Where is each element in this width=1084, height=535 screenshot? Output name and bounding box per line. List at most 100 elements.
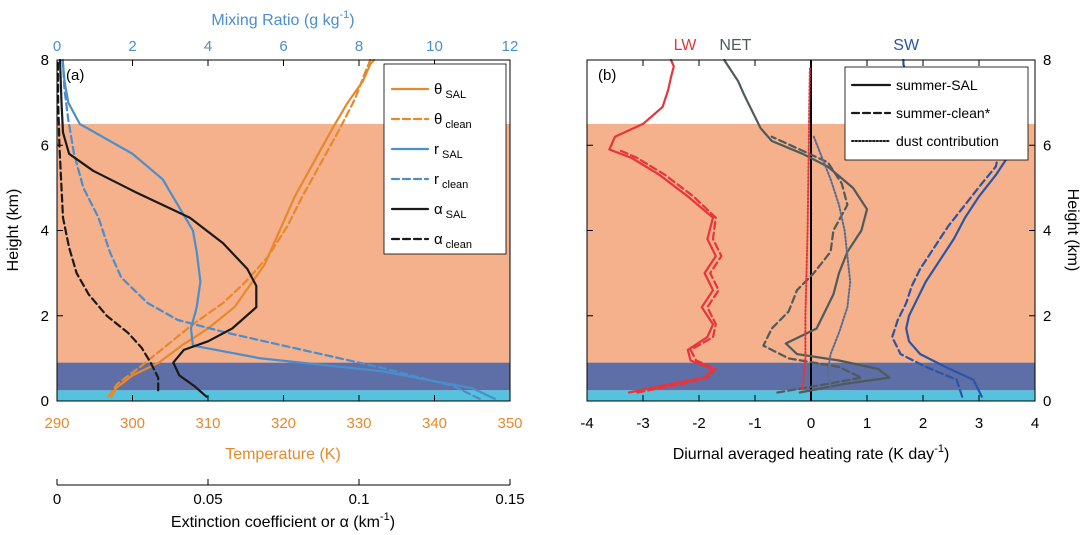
- legend-entry-solid: summer-SAL: [850, 77, 978, 93]
- y-tick-label: 2: [1043, 308, 1051, 325]
- temperature-tick-label: 300: [120, 415, 145, 432]
- panel-b-component-labels: LW NET SW: [674, 37, 920, 54]
- y-tick-label: 6: [41, 137, 49, 154]
- y-tick-label: 8: [41, 52, 49, 69]
- legend-entry-alpha_sal: α SAL: [390, 201, 467, 221]
- temperature-tick-label: 310: [195, 415, 220, 432]
- panel-b-y-ticks: 0 2 4 6 8: [587, 52, 1051, 410]
- panel-b: -4 -3 -2 -1 0 1 2 3 4 0 2 4 6 8 (b) Height (km) Diur…: [580, 37, 1081, 463]
- layer-band-marine: [57, 362, 510, 391]
- y-tick-label: 6: [1043, 137, 1051, 154]
- mixing-ratio-tick-label: 2: [128, 38, 136, 55]
- line-net_sal: [723, 58, 891, 394]
- legend-label: r clean: [434, 171, 468, 191]
- temperature-tick-label: 290: [44, 415, 69, 432]
- panel-b-legend: summer-SAL summer-clean* dust contribution: [844, 66, 1029, 161]
- mixing-ratio-tick-label: 6: [279, 38, 287, 55]
- x-tick-label: 1: [863, 415, 871, 432]
- legend-entry-theta_sal: θ SAL: [390, 81, 466, 101]
- line-dust_sw: [812, 135, 852, 390]
- y-tick-label: 4: [41, 223, 49, 240]
- line-sw_clean: [891, 139, 1000, 398]
- legend-symbol: α: [434, 201, 443, 218]
- mixing-ratio-tick-label: 12: [502, 38, 519, 55]
- line-r_sal: [61, 58, 496, 400]
- x-tick-label: -1: [748, 415, 761, 432]
- legend-label: summer-SAL: [896, 77, 978, 93]
- x-tick-label: 4: [1031, 415, 1039, 432]
- mixing-ratio-tick-label: 0: [53, 38, 61, 55]
- legend-symbol: θ: [434, 81, 442, 98]
- legend-subscript: SAL: [445, 89, 466, 101]
- y-tick-label: 0: [41, 393, 49, 410]
- line-dust_lw: [801, 67, 811, 390]
- legend-entry-r_sal: r SAL: [390, 141, 463, 161]
- mixing-ratio-tick-label: 10: [426, 38, 443, 55]
- panel-a-label: (a): [66, 67, 84, 84]
- legend-entry-dashed: summer-clean*: [850, 105, 991, 121]
- component-label-lw: LW: [674, 37, 698, 54]
- x-tick-label: 0: [807, 415, 815, 432]
- mixing-ratio-axis-ticks: 0 2 4 6 8 10 12: [53, 38, 519, 66]
- legend-label: α clean: [434, 231, 472, 251]
- temperature-tick-label: 320: [271, 415, 296, 432]
- panel-b-legend-items: summer-SAL summer-clean* dust contribution: [850, 77, 999, 149]
- legend-symbol: r: [434, 171, 439, 188]
- legend-subscript: clean: [446, 239, 472, 251]
- y-tick-label: 4: [1043, 223, 1051, 240]
- temperature-tick-label: 330: [346, 415, 371, 432]
- extinction-axis-ticks: 0 0.05 0.1 0.15: [53, 479, 525, 508]
- legend-subscript: SAL: [446, 209, 467, 221]
- line-alpha_sal: [58, 58, 258, 398]
- line-alpha_clean: [56, 58, 160, 392]
- legend-symbol: r: [434, 141, 439, 158]
- panel-b-label: (b): [598, 67, 616, 84]
- panel-a-ylabel: Height (km): [5, 189, 22, 272]
- temperature-tick-label: 340: [422, 415, 447, 432]
- legend-entry-dotted: dust contribution: [851, 133, 999, 149]
- extinction-tick-label: 0: [53, 491, 61, 508]
- y-tick-label: 8: [1043, 52, 1051, 69]
- panel-b-x-ticks: -4 -3 -2 -1 0 1 2 3 4: [580, 60, 1039, 432]
- panel-b-xlabel: Diurnal averaged heating rate (K day-1): [673, 443, 950, 463]
- line-lw_sal: [608, 58, 717, 394]
- legend-subscript: clean: [445, 119, 471, 131]
- line-theta_sal: [110, 58, 376, 398]
- x-tick-label: -3: [636, 415, 649, 432]
- mixing-ratio-tick-label: 4: [204, 38, 212, 55]
- extinction-tick-label: 0.15: [495, 491, 524, 508]
- extinction-tick-label: 0.05: [193, 491, 222, 508]
- mixing-ratio-axis-label: Mixing Ratio (g kg-1): [211, 9, 354, 29]
- legend-entry-r_clean: r clean: [390, 171, 468, 191]
- y-tick-label: 0: [1043, 393, 1051, 410]
- legend-label: summer-clean*: [896, 105, 991, 121]
- temperature-tick-label: 350: [497, 415, 522, 432]
- panel-a-legend-box: [383, 63, 507, 255]
- temperature-axis-label: Temperature (K): [225, 446, 341, 463]
- y-tick-label: 2: [41, 308, 49, 325]
- line-r_clean: [61, 58, 481, 400]
- panel-b-ylabel: Height (km): [1064, 189, 1081, 272]
- line-lw_clean: [616, 148, 723, 394]
- legend-label: θ clean: [434, 111, 472, 131]
- temperature-axis-ticks: 290 300 310 320 330 340 350: [44, 395, 523, 432]
- line-net_clean: [762, 135, 863, 394]
- x-tick-label: 2: [919, 415, 927, 432]
- legend-subscript: SAL: [442, 149, 463, 161]
- legend-subscript: clean: [442, 179, 468, 191]
- x-tick-label: 3: [975, 415, 983, 432]
- component-label-net: NET: [719, 37, 751, 54]
- legend-symbol: α: [434, 231, 443, 248]
- x-tick-label: -2: [692, 415, 705, 432]
- legend-entry-alpha_clean: α clean: [390, 231, 472, 251]
- extinction-tick-label: 0.1: [349, 491, 370, 508]
- legend-label: r SAL: [434, 141, 463, 161]
- legend-label: θ SAL: [434, 81, 466, 101]
- panel-a-lines: [56, 58, 496, 400]
- panel-a-y-ticks: 0 2 4 6 8: [41, 52, 63, 410]
- panel-b-lines: [608, 58, 1011, 398]
- legend-label: dust contribution: [896, 133, 999, 149]
